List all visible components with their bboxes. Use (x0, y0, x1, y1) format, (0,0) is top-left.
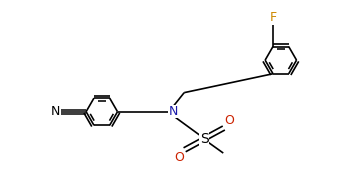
Text: N: N (51, 105, 60, 118)
Text: O: O (174, 151, 184, 164)
Text: S: S (200, 132, 209, 146)
Text: F: F (269, 11, 276, 24)
Text: N: N (169, 105, 178, 118)
Text: O: O (224, 114, 234, 127)
